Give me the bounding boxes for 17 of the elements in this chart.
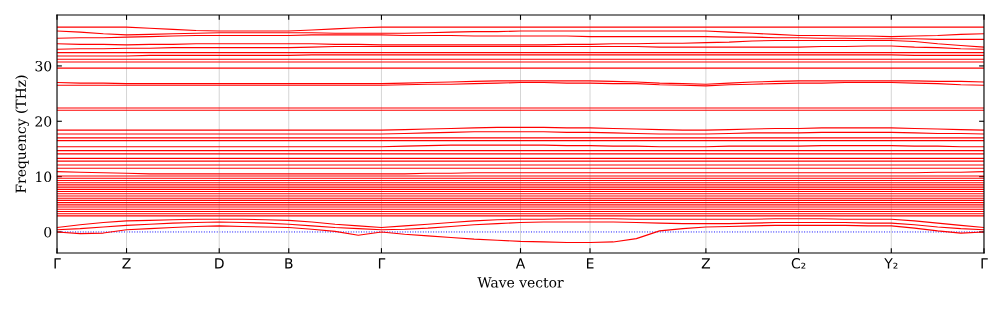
x-axis-title: Wave vector — [477, 277, 564, 288]
x-tick-label: E — [587, 258, 594, 269]
y-tick-label: 10 — [36, 171, 52, 183]
y-axis-title: Frequency (THz) — [15, 75, 29, 193]
x-tick-label: Z — [701, 258, 711, 269]
x-tick-label: Γ — [54, 258, 61, 269]
x-tick-label: Z — [122, 258, 131, 269]
x-tick-label: A — [515, 258, 526, 269]
y-tick-label: 0 — [44, 226, 52, 238]
x-tick-label: D — [215, 258, 224, 269]
x-tick-label: Γ — [378, 258, 386, 269]
x-tick-label: C₂ — [791, 258, 806, 269]
y-tick-label: 30 — [35, 60, 52, 72]
x-tick-label: Γ — [981, 258, 988, 269]
y-tick-label: 20 — [35, 116, 52, 127]
x-tick-label: B — [285, 258, 293, 269]
x-tick-label: Y₂ — [884, 258, 898, 269]
